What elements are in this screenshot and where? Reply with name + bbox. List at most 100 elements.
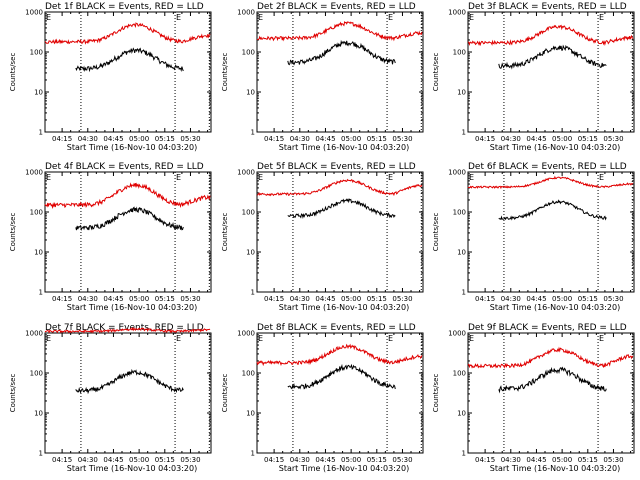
event-marker-label: E [599,173,604,182]
plot-frame [44,171,212,293]
y-axis-label: Counts/sec [9,53,17,92]
x-tick-label: 04:30 [501,295,521,303]
y-tick-label: 10 [246,89,255,97]
y-tick-label: 100 [30,49,43,57]
events-series-line [498,44,607,70]
x-tick-label: 05:15 [578,456,598,464]
event-marker-label: E [469,13,474,22]
x-tick-label: 05:15 [578,135,598,143]
x-axis-label: Start Time (16-Nov-10 04:03:20) [67,303,197,312]
panel-title: Det 2f BLACK = Events, RED = LLD [257,2,416,12]
x-tick-label: 04:15 [264,135,284,143]
events-series-line [287,39,396,66]
detector-panel-6: Det 6f BLACK = Events, RED = LLD 1 10 100 10… [432,162,635,312]
x-tick-label: 04:15 [475,456,495,464]
x-tick-label: 04:30 [290,295,310,303]
y-tick-label: 1 [462,129,466,137]
x-tick-label: 04:45 [526,135,546,143]
x-tick-label: 04:30 [501,135,521,143]
detector-panel-7: Det 7f BLACK = Events, RED = LLD 1 10 100 10… [9,323,212,473]
x-tick-label: 05:00 [552,295,572,303]
lld-series-line [256,343,423,367]
y-tick-label: 10 [246,249,255,257]
event-marker-label: E [176,334,181,343]
y-tick-label: 1000 [237,330,255,338]
events-series-line [287,198,396,220]
event-marker-label: E [258,334,263,343]
x-tick-label: 04:15 [264,456,284,464]
x-tick-label: 05:15 [155,295,175,303]
event-marker-label: E [599,334,604,343]
x-axis-label: Start Time (16-Nov-10 04:03:20) [490,464,620,473]
x-axis-label: Start Time (16-Nov-10 04:03:20) [279,464,409,473]
x-tick-label: 05:00 [341,456,361,464]
x-tick-label: 05:30 [603,135,623,143]
y-tick-label: 1 [251,129,255,137]
x-tick-label: 04:30 [290,456,310,464]
plot-frame [256,332,424,454]
panel-title: Det 8f BLACK = Events, RED = LLD [257,323,416,333]
x-tick-label: 05:15 [155,135,175,143]
x-tick-label: 05:30 [603,295,623,303]
detector-panel-3: Det 3f BLACK = Events, RED = LLD 1 10 100 10… [432,2,635,152]
detector-panel-4: Det 4f BLACK = Events, RED = LLD 1 10 100 10… [9,162,212,312]
y-tick-label: 1 [251,289,255,297]
y-tick-label: 100 [242,209,255,217]
x-tick-label: 04:15 [475,135,495,143]
x-tick-label: 04:45 [526,295,546,303]
event-marker-label: E [599,13,604,22]
panel-title: Det 1f BLACK = Events, RED = LLD [45,2,204,12]
y-axis-label: Counts/sec [9,374,17,413]
y-tick-label: 1000 [237,9,255,17]
x-tick-label: 05:15 [367,135,387,143]
detector-panel-5: Det 5f BLACK = Events, RED = LLD 1 10 100 10… [221,162,424,312]
y-tick-label: 1 [251,450,255,458]
y-tick-label: 1000 [237,169,255,177]
x-tick-label: 04:30 [78,135,98,143]
x-axis-label: Start Time (16-Nov-10 04:03:20) [490,303,620,312]
lld-series-line [467,175,634,190]
detector-panel-8: Det 8f BLACK = Events, RED = LLD 1 10 100 10… [221,323,424,473]
y-tick-label: 1000 [448,330,466,338]
x-tick-label: 05:30 [603,456,623,464]
x-tick-label: 04:15 [52,135,72,143]
x-tick-label: 05:30 [392,456,412,464]
x-tick-label: 05:00 [341,135,361,143]
event-marker-label: E [258,173,263,182]
x-tick-label: 04:15 [52,295,72,303]
plot-frame [44,11,212,133]
x-tick-label: 04:15 [475,295,495,303]
x-tick-label: 05:00 [129,295,149,303]
y-axis-label: Counts/sec [221,374,229,413]
x-tick-label: 05:15 [155,456,175,464]
event-marker-label: E [469,334,474,343]
y-tick-label: 1000 [25,9,43,17]
events-series-line [287,363,396,390]
detector-panel-2: Det 2f BLACK = Events, RED = LLD 1 10 100 10… [221,2,424,152]
x-tick-label: 04:30 [290,135,310,143]
y-tick-label: 1000 [448,9,466,17]
y-axis-label: Counts/sec [432,213,440,252]
x-tick-label: 04:15 [52,456,72,464]
y-tick-label: 10 [457,410,466,418]
y-axis-label: Counts/sec [221,213,229,252]
event-marker-label: E [46,13,51,22]
x-tick-label: 05:30 [180,295,200,303]
events-series-line [75,368,184,395]
x-tick-label: 04:30 [78,295,98,303]
x-tick-label: 05:00 [129,456,149,464]
lld-series-line [44,182,211,210]
plot-frame [256,11,424,133]
x-tick-label: 05:30 [180,135,200,143]
x-tick-label: 05:30 [392,295,412,303]
x-axis-label: Start Time (16-Nov-10 04:03:20) [279,143,409,152]
y-tick-label: 10 [457,249,466,257]
y-axis-label: Counts/sec [9,213,17,252]
lld-series-line [44,22,211,45]
y-tick-label: 100 [30,209,43,217]
y-tick-label: 100 [30,370,43,378]
y-tick-label: 1 [39,129,43,137]
x-axis-label: Start Time (16-Nov-10 04:03:20) [279,303,409,312]
y-tick-label: 100 [242,370,255,378]
